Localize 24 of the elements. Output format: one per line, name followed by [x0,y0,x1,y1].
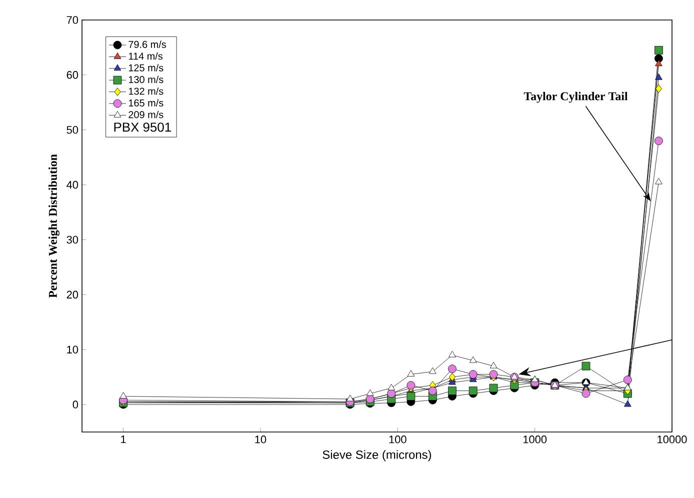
y-axis-title: Percent Weight Distribution [48,154,60,298]
x-tick-label: 1 [121,436,126,444]
x-axis-title: Sieve Size (microns) [322,450,432,462]
x-tick-label: 100 [389,436,406,444]
y-tick-label: 30 [66,236,78,244]
legend-title: PBX 9501 [114,122,171,132]
y-tick-label: 0 [72,400,78,408]
y-tick-label: 60 [66,71,78,79]
y-tick-label: 20 [66,290,78,299]
x-tick-label: 1000 [523,436,547,444]
legend-label: 114 m/s [128,52,163,60]
y-tick-label: 70 [66,16,78,24]
y-tick-label: 40 [66,180,78,189]
y-tick-label: 50 [66,126,78,134]
legend-label: 165 m/s [128,99,164,106]
legend-label: 209 m/s [128,110,164,118]
legend-label: 125 m/s [128,64,164,72]
x-tick-label: 10 [255,436,266,444]
y-tick-label: 10 [67,346,78,354]
legend-label: 132 m/s [128,87,164,95]
x-tick-label: 10000 [658,436,687,444]
annotation: Taylor Cylinder Tail [524,92,628,103]
legend-label: 79.6 m/s [128,40,166,48]
legend-label: 130 m/s [128,76,164,84]
